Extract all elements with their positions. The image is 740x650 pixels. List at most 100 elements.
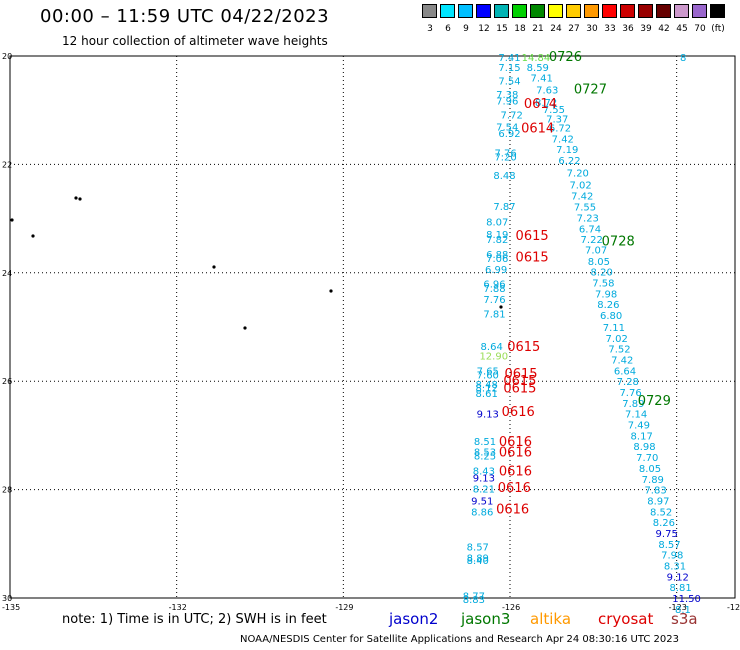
page-title: 00:00 – 11:59 UTC 04/22/2023: [40, 6, 330, 27]
pass-time-label: 0616: [499, 465, 532, 480]
wave-height-label: 7.60: [477, 371, 499, 382]
wave-height-label: 7.07: [585, 245, 607, 256]
legend-swatch: [566, 4, 581, 18]
legend-swatch: [602, 4, 617, 18]
lat-tick-label: 28: [2, 486, 12, 495]
legend-label: 42: [658, 24, 670, 34]
wave-height-label: 7.20: [567, 169, 589, 180]
wave-height-label: 6.80: [600, 311, 622, 322]
wave-height-label: 8.12: [476, 384, 498, 395]
legend-swatch: [476, 4, 491, 18]
wave-height-label: 7.96: [496, 96, 518, 107]
wave-height-label: 8.1: [675, 605, 691, 616]
wave-height-label: 8.53: [474, 448, 496, 459]
wave-height-label: 7.23: [577, 214, 599, 225]
island-dot: [74, 196, 78, 200]
wave-height-label: 7.88: [483, 284, 505, 295]
wave-height-label: 7.41: [498, 53, 520, 64]
pass-time-label: 0615: [503, 382, 536, 397]
pass-time-label: 0729: [638, 394, 671, 409]
wave-height-label: 7.02: [606, 334, 628, 345]
island-dot: [31, 234, 35, 238]
wave-height-label: 14.84: [522, 53, 551, 64]
legend-label: 21: [532, 24, 544, 34]
legend-label: 70: [694, 24, 706, 34]
wave-height-label: 8.48: [493, 171, 515, 182]
wave-height-label: 7.14: [625, 410, 647, 421]
wave-height-label: 7.55: [574, 203, 596, 214]
legend-swatch: [422, 4, 437, 18]
pass-time-label: 0727: [574, 83, 607, 98]
wave-height-label: 6.92: [498, 129, 520, 140]
pass-time-label: 0728: [602, 234, 635, 249]
wave-height-label: 12.90: [479, 352, 508, 363]
legend-label: 3: [427, 24, 433, 34]
wave-height-label: 6.72: [549, 124, 571, 135]
wave-height-label: 7.58: [592, 279, 614, 290]
pass-time-label: 0726: [549, 50, 582, 65]
wave-height-label: 7.55: [543, 105, 565, 116]
wave-height-label: 7.06: [486, 254, 508, 265]
wave-height-label: 8.86: [471, 507, 493, 518]
pass-time-label: 0615: [516, 251, 549, 266]
lat-tick-label: 22: [2, 160, 12, 169]
wave-height-label: 7.82: [486, 235, 508, 246]
wave-height-label: 8.31: [664, 561, 686, 572]
island-dot: [329, 289, 333, 293]
wave-height-label: 8.07: [486, 217, 508, 228]
wave-height-label: 8.98: [633, 442, 655, 453]
legend-swatch: [548, 4, 563, 18]
wave-height-label: 8.19: [486, 230, 508, 241]
wave-height-label: 8.21: [473, 485, 495, 496]
wave-height-label: 8: [680, 53, 686, 64]
wave-height-label: 7.49: [628, 421, 650, 432]
wave-height-label: 11.50: [672, 594, 701, 605]
wave-height-label: 7.72: [501, 111, 523, 122]
island-dot: [212, 265, 216, 269]
wave-height-label: 7.76: [619, 388, 641, 399]
lat-tick-label: 20: [2, 52, 12, 61]
wave-height-label: 7.63: [536, 86, 558, 97]
legend-label: 6: [445, 24, 451, 34]
legend-swatch: [440, 4, 455, 18]
wave-height-label: 8.64: [481, 342, 503, 353]
wave-height-label: 7.83: [644, 486, 666, 497]
wave-height-label: 7.54: [498, 76, 520, 87]
wave-height-label: 7.20: [494, 152, 516, 163]
legend-swatch: [656, 4, 671, 18]
legend-swatch: [530, 4, 545, 18]
wave-height-label: 8.26: [597, 300, 619, 311]
wave-height-label: 8.52: [650, 507, 672, 518]
wave-height-label: 8.43: [473, 467, 495, 478]
legend-swatch: [620, 4, 635, 18]
lon-tick-label: -132: [169, 603, 187, 612]
legend-swatch: [512, 4, 527, 18]
wave-height-label: 8.83: [463, 595, 485, 606]
island-dot: [10, 218, 14, 222]
pass-time-label: 0616: [502, 405, 535, 420]
legend-label: 15: [496, 24, 508, 34]
wave-height-label: 8.20: [591, 268, 613, 279]
wave-height-label: 7.52: [608, 345, 630, 356]
wave-height-label: 8.17: [631, 431, 653, 442]
wave-height-label: 9.75: [656, 529, 678, 540]
wave-height-label: 7.54: [496, 122, 518, 133]
wave-height-label: 7.42: [571, 191, 593, 202]
pass-time-label: 0616: [496, 503, 529, 518]
wave-height-label: 7.42: [552, 134, 574, 145]
lat-tick-label: 24: [2, 269, 12, 278]
pass-time-label: 0616: [499, 435, 532, 450]
satellite-jason3: jason3: [461, 610, 511, 628]
legend-swatch: [638, 4, 653, 18]
credit-line: NOAA/NESDIS Center for Satellite Applica…: [240, 634, 679, 645]
island-dot: [78, 197, 82, 201]
satellite-s3a: s3a: [671, 610, 698, 628]
wave-height-label: 8.48: [476, 380, 498, 391]
wave-height-label: 7.22: [581, 235, 603, 246]
wave-height-label: 8.97: [647, 496, 669, 507]
wave-height-label: 8.25: [474, 451, 496, 462]
wave-height-label: 7.38: [496, 90, 518, 101]
wave-height-label: 7.98: [661, 551, 683, 562]
wave-height-label: 8.05: [588, 257, 610, 268]
wave-height-label: 8.81: [669, 583, 691, 594]
